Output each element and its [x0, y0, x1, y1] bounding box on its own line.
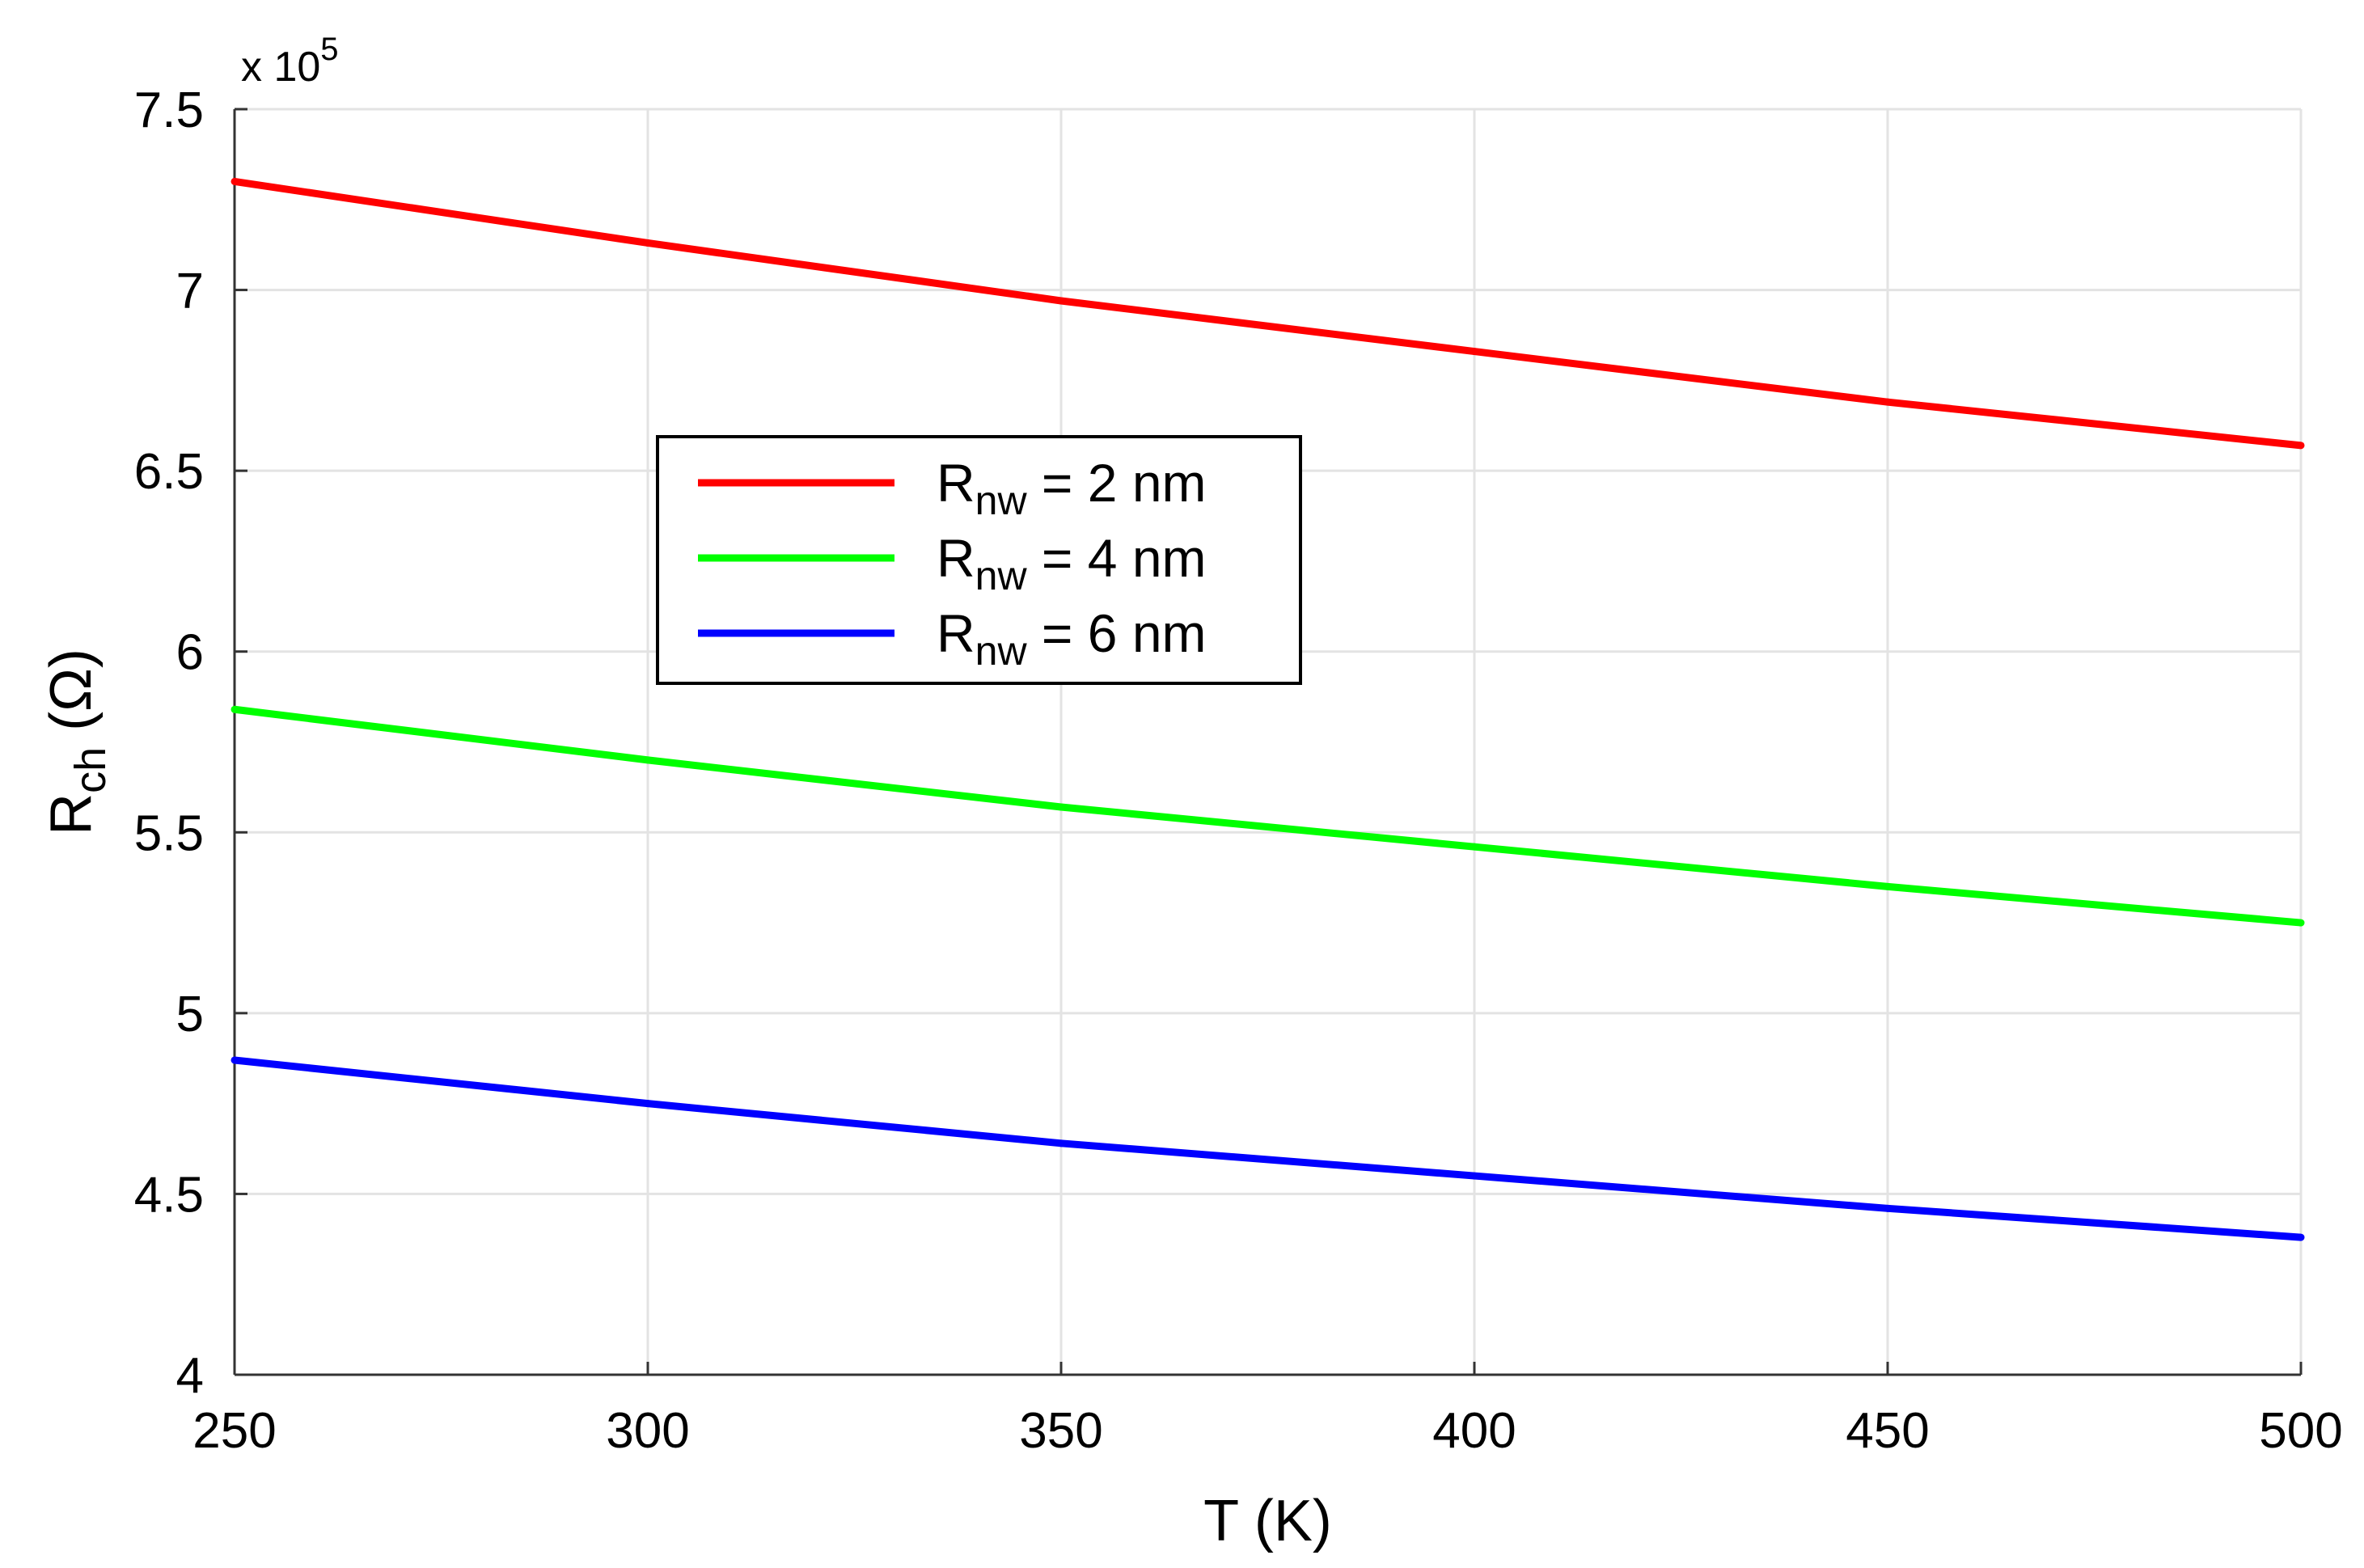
- legend-label-2: Rnw = 4 nm: [937, 528, 1207, 598]
- series-1-point: [644, 239, 652, 247]
- legend-label-main: R: [937, 528, 975, 588]
- y-tick-label: 6: [176, 625, 204, 681]
- y-multiplier-base: x 10: [241, 44, 320, 91]
- y-multiplier-exp: 5: [320, 32, 338, 67]
- legend-label-sub: nw: [975, 478, 1028, 523]
- series-2-point: [1884, 882, 1892, 890]
- legend-label-main: R: [937, 453, 975, 513]
- series-2-point: [1057, 803, 1065, 811]
- series-3-point: [2297, 1233, 2305, 1241]
- y-axis-title-unit: (Ω): [39, 649, 104, 747]
- legend-label-sub: nw: [975, 628, 1028, 674]
- y-axis-title-sub: ch: [66, 747, 115, 793]
- y-tick-label: 7.5: [134, 82, 204, 138]
- legend-label-rest: = 4 nm: [1027, 528, 1207, 588]
- legend-label-main: R: [937, 603, 975, 663]
- series-1-point: [2297, 442, 2305, 450]
- x-tick-label: 300: [606, 1403, 689, 1459]
- y-axis-title: Rch (Ω): [39, 649, 115, 835]
- grid: [233, 108, 2303, 1376]
- series-line-3: [234, 1056, 2302, 1241]
- series-lines: [230, 177, 2305, 1241]
- y-tick-label: 7: [176, 264, 204, 319]
- legend-label-1: Rnw = 2 nm: [937, 453, 1207, 523]
- y-tick-label: 4: [176, 1348, 204, 1404]
- series-2-point: [2297, 919, 2305, 927]
- x-tick-label: 250: [192, 1403, 276, 1459]
- legend-label-3: Rnw = 6 nm: [937, 603, 1207, 674]
- series-3-point: [1884, 1204, 1892, 1212]
- series-2-point: [1470, 843, 1478, 851]
- y-tick-label: 4.5: [134, 1167, 204, 1223]
- x-tick-label: 500: [2259, 1403, 2342, 1459]
- series-3-point: [1057, 1139, 1065, 1147]
- x-tick-label: 450: [1846, 1403, 1929, 1459]
- series-2-point: [230, 705, 239, 713]
- y-axis-title-main: R: [39, 793, 104, 835]
- legend-label-rest: = 2 nm: [1027, 453, 1207, 513]
- y-multiplier: x 105: [241, 32, 339, 91]
- axes: 250 300 350 400 450 500 4 4.5 5 5.5 6 6.5 7 7.5: [134, 82, 2343, 1459]
- y-tick-label: 5: [176, 987, 204, 1042]
- legend-label-rest: = 6 nm: [1027, 603, 1207, 663]
- y-tick-label: 6.5: [134, 444, 204, 500]
- series-2-point: [644, 756, 652, 764]
- series-3-point: [644, 1100, 652, 1108]
- series-1-point: [1470, 348, 1478, 356]
- legend-label-sub: nw: [975, 553, 1028, 598]
- series-3-point: [230, 1056, 239, 1064]
- x-axis-title: T (K): [1203, 1489, 1332, 1553]
- series-line-1: [234, 177, 2302, 450]
- series-3-point: [1470, 1172, 1478, 1180]
- series-1-point: [1884, 398, 1892, 406]
- x-tick-label: 350: [1019, 1403, 1102, 1459]
- y-tick-label: 5.5: [134, 805, 204, 861]
- series-1-point: [1057, 297, 1065, 305]
- series-line-2: [234, 705, 2302, 927]
- x-tick-label: 400: [1432, 1403, 1516, 1459]
- series-1-point: [230, 177, 239, 185]
